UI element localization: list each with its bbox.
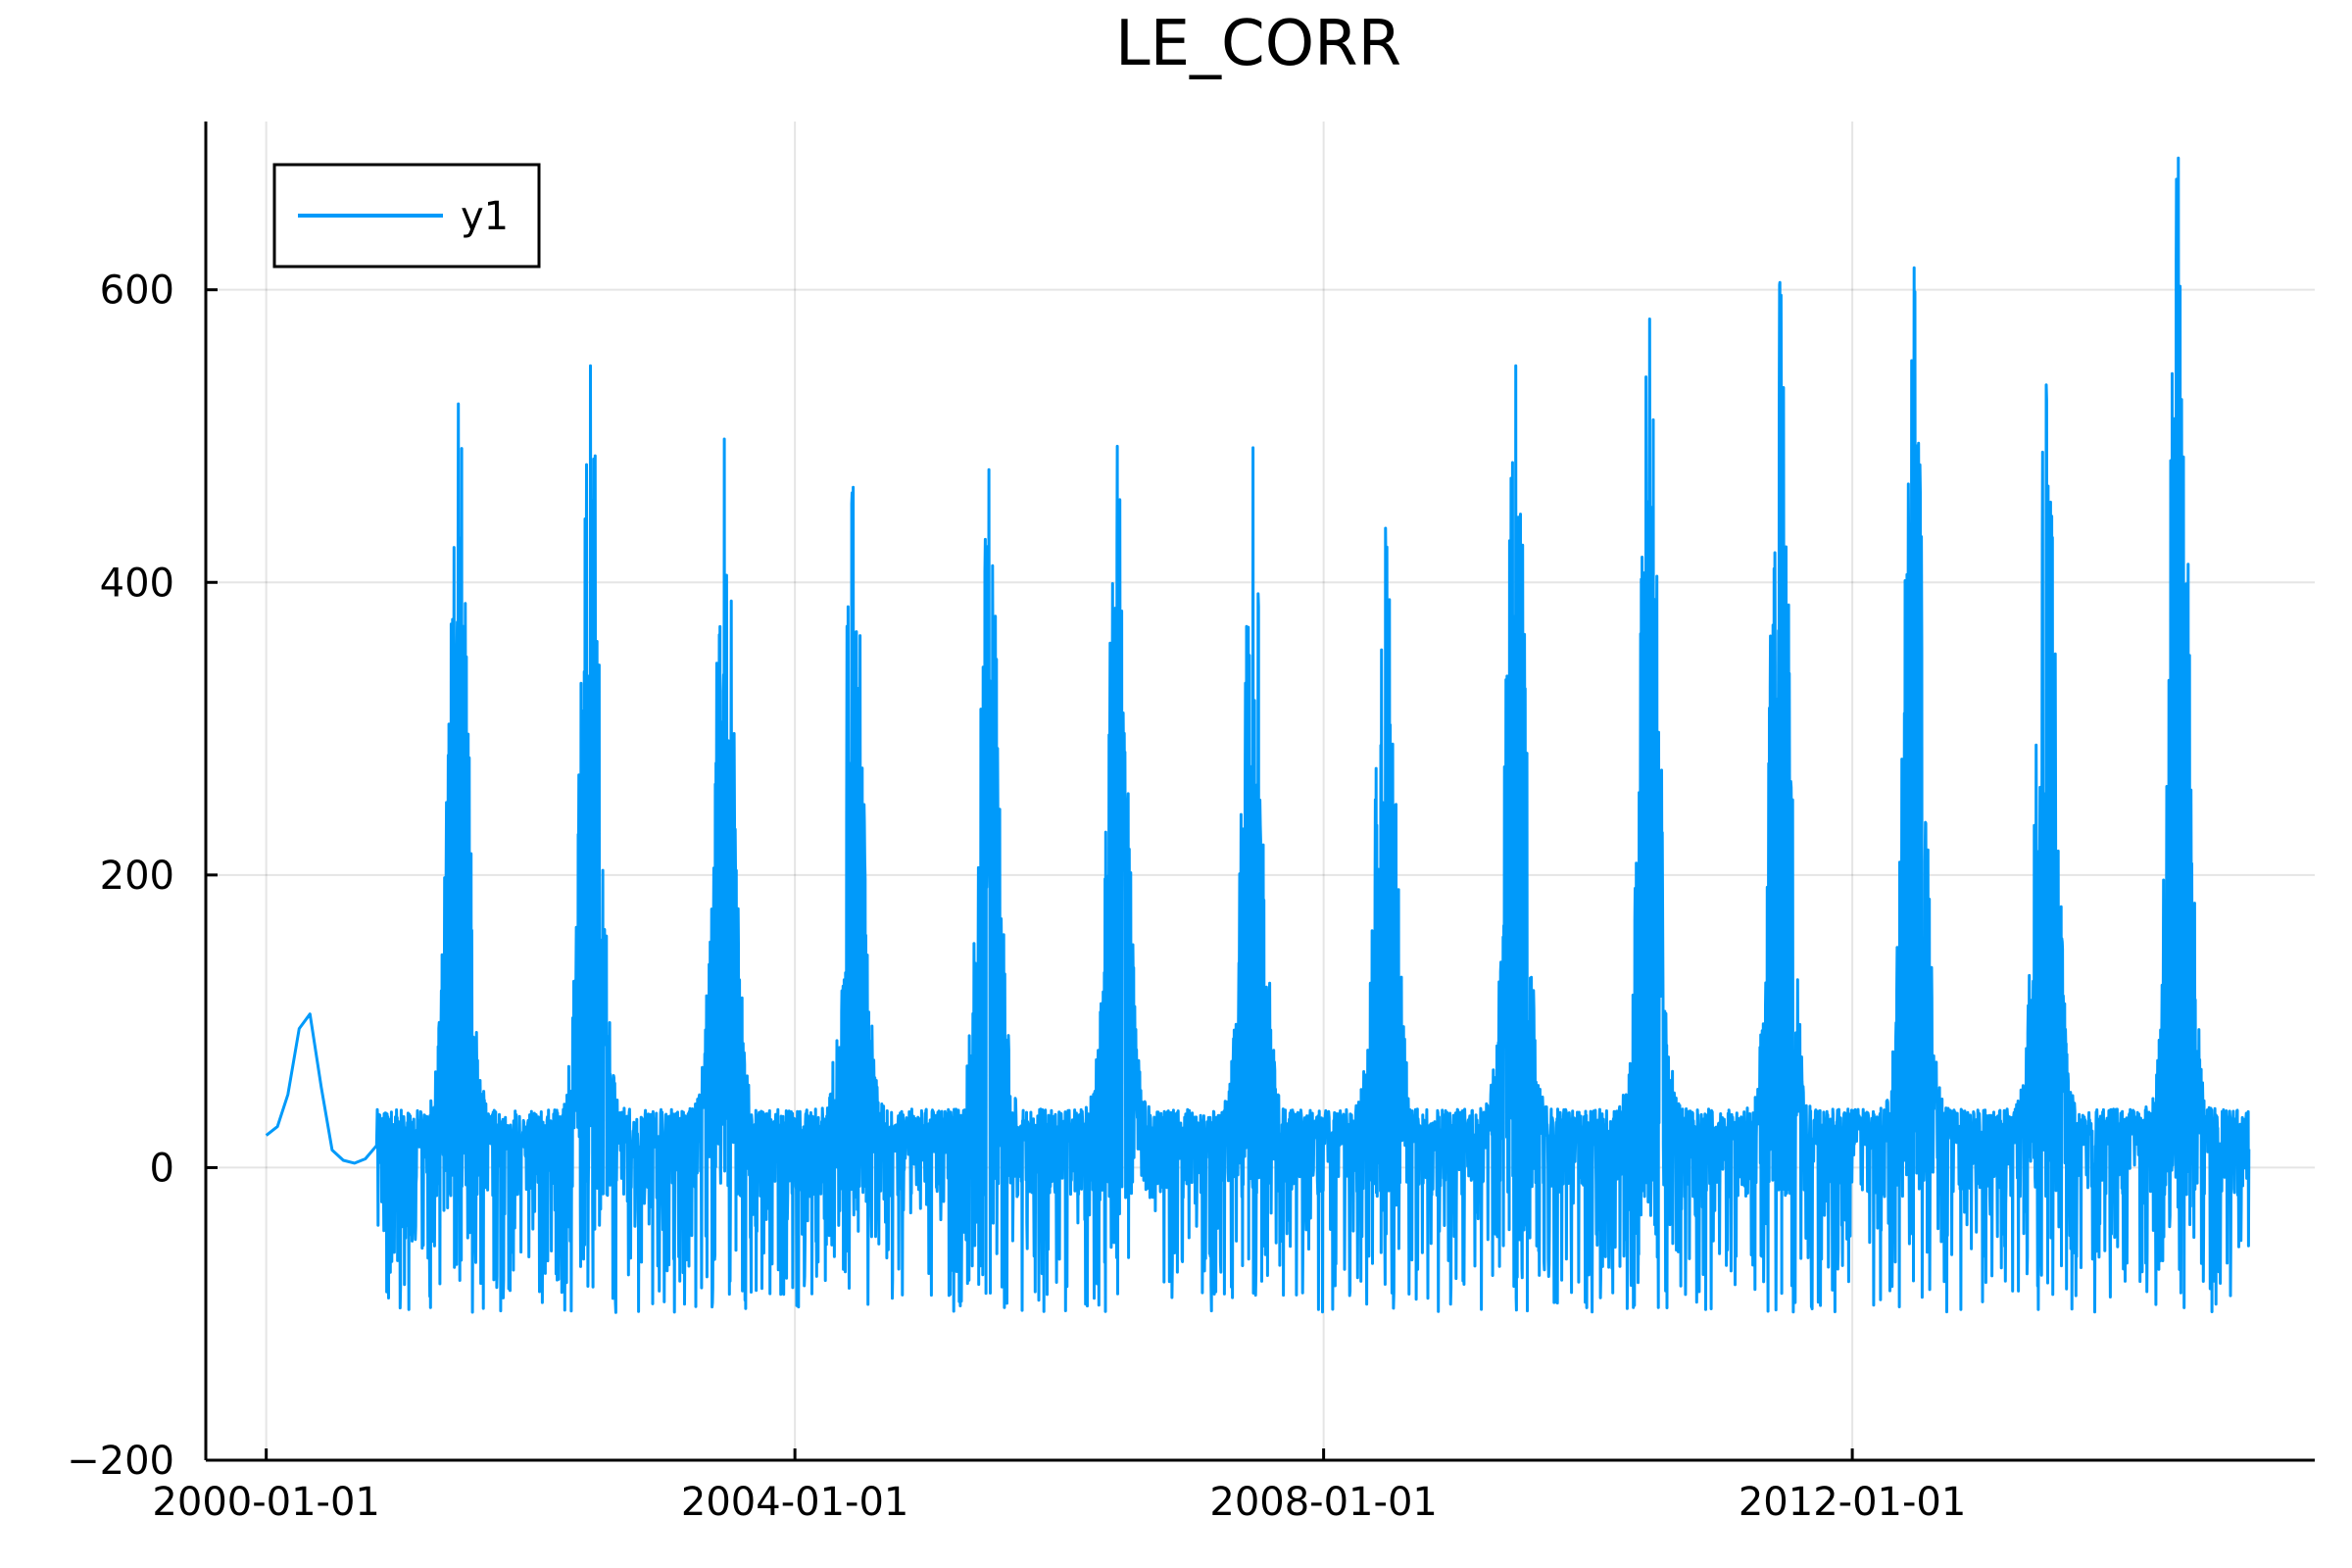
legend: y1 xyxy=(272,163,541,269)
x-tick-label: 2008-01-01 xyxy=(1209,1480,1437,1525)
x-tick-label: 2000-01-01 xyxy=(152,1480,379,1525)
series-layer xyxy=(265,156,2251,1314)
y-tick-label: 0 xyxy=(150,1146,174,1191)
y-tick-label: −200 xyxy=(67,1439,174,1484)
x-tick-label: 2004-01-01 xyxy=(681,1480,908,1525)
x-tick-label: 2012-01-01 xyxy=(1739,1480,1966,1525)
y-tick-label: 400 xyxy=(100,561,174,606)
chart-title: LE_CORR xyxy=(1115,8,1401,80)
axes: 2000-01-01 2004-01-01 2008-01-01 2012-01-01… xyxy=(67,122,2315,1525)
y-tick-label: 200 xyxy=(100,854,174,899)
y-tick-label: 600 xyxy=(100,269,174,314)
legend-label-y1: y1 xyxy=(461,194,509,239)
series-line-y1 xyxy=(265,156,2251,1314)
